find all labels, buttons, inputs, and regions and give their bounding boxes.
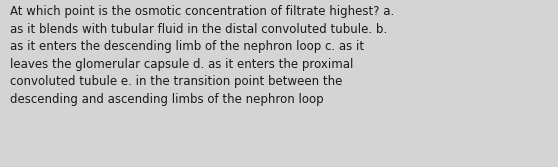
Text: At which point is the osmotic concentration of filtrate highest? a.
as it blends: At which point is the osmotic concentrat…	[10, 5, 395, 106]
